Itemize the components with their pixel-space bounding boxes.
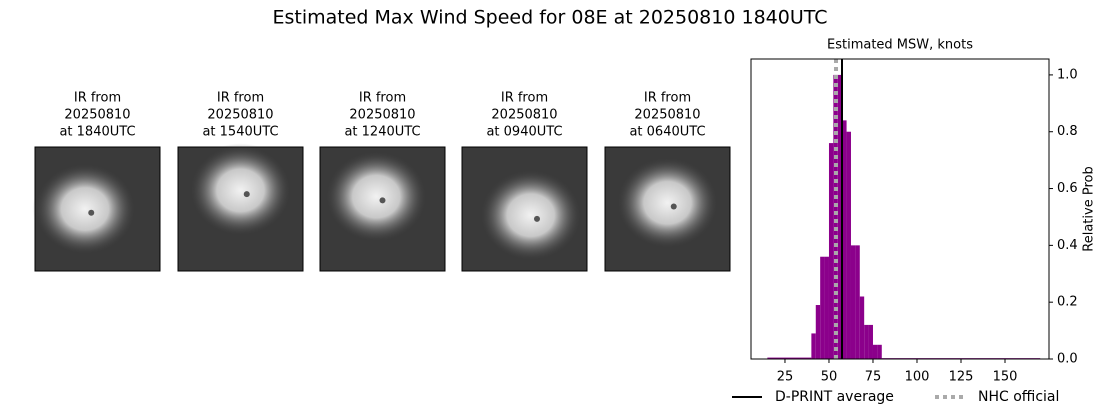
cloud (478, 168, 584, 263)
y-tick-label: 0.2 (1057, 295, 1078, 310)
chart-title: Estimated MSW, knots (827, 38, 973, 53)
y-tick-label: 0.4 (1057, 238, 1078, 253)
bar (850, 245, 856, 359)
bar (877, 344, 882, 359)
legend-label: D-PRINT average (775, 389, 894, 405)
bar (824, 256, 829, 359)
panel-title: IR from (74, 91, 121, 106)
legend-label: NHC official (978, 389, 1059, 405)
cloud (323, 149, 429, 244)
y-axis-label: Relative Prob (1082, 166, 1097, 251)
bar (868, 324, 873, 359)
eye (88, 209, 95, 216)
panel-title: at 0940UTC (486, 125, 562, 140)
x-tick-label: 75 (865, 370, 882, 385)
bar (837, 74, 843, 359)
x-tick-label: 25 (777, 370, 794, 385)
bar (811, 333, 816, 359)
panel-title: at 1840UTC (59, 125, 135, 140)
bar (842, 120, 847, 359)
y-tick-label: 1.0 (1057, 67, 1078, 82)
y-tick-label: 0.8 (1057, 124, 1078, 139)
panel-title: at 0640UTC (629, 125, 705, 140)
bar (864, 324, 869, 359)
y-tick-label: 0.0 (1057, 352, 1078, 367)
bar (872, 344, 878, 359)
x-tick-label: 150 (993, 370, 1018, 385)
panel-title: 20250810 (491, 108, 557, 123)
plot-frame (750, 58, 1050, 360)
eye (243, 191, 250, 198)
bar (828, 143, 834, 359)
panel-title: IR from (644, 91, 691, 106)
bar (855, 245, 860, 359)
bar (767, 357, 812, 359)
histogram: Estimated MSW, knots 25 50 75 100 125 150 0.0 0.… (732, 38, 1097, 405)
cloud (188, 143, 293, 238)
bar (815, 305, 821, 359)
panel-title: at 1240UTC (344, 125, 420, 140)
eye (379, 197, 386, 204)
bar (820, 256, 825, 359)
x-tick-label: 100 (905, 370, 930, 385)
bar (859, 296, 865, 359)
panel-title: IR from (217, 91, 264, 106)
x-tick-label: 50 (821, 370, 838, 385)
cloud (615, 155, 720, 250)
y-tick-label: 0.6 (1057, 181, 1078, 196)
eye (534, 215, 540, 222)
panel-title: at 1540UTC (202, 125, 278, 140)
figure-title: Estimated Max Wind Speed for 08E at 2025… (272, 7, 827, 29)
panel-title: 20250810 (349, 108, 415, 123)
panel-title: 20250810 (64, 108, 130, 123)
panel-title: IR from (359, 91, 406, 106)
panel-title: IR from (501, 91, 548, 106)
bar (833, 74, 838, 359)
panel-title: 20250810 (634, 108, 700, 123)
eye (670, 203, 677, 210)
x-tick-label: 125 (949, 370, 974, 385)
panel-title: 20250810 (207, 108, 273, 123)
panels: IR from 20250810 at 1840UTC IR from 20250810… (32, 91, 731, 272)
cloud (32, 161, 138, 257)
bar (846, 131, 851, 359)
